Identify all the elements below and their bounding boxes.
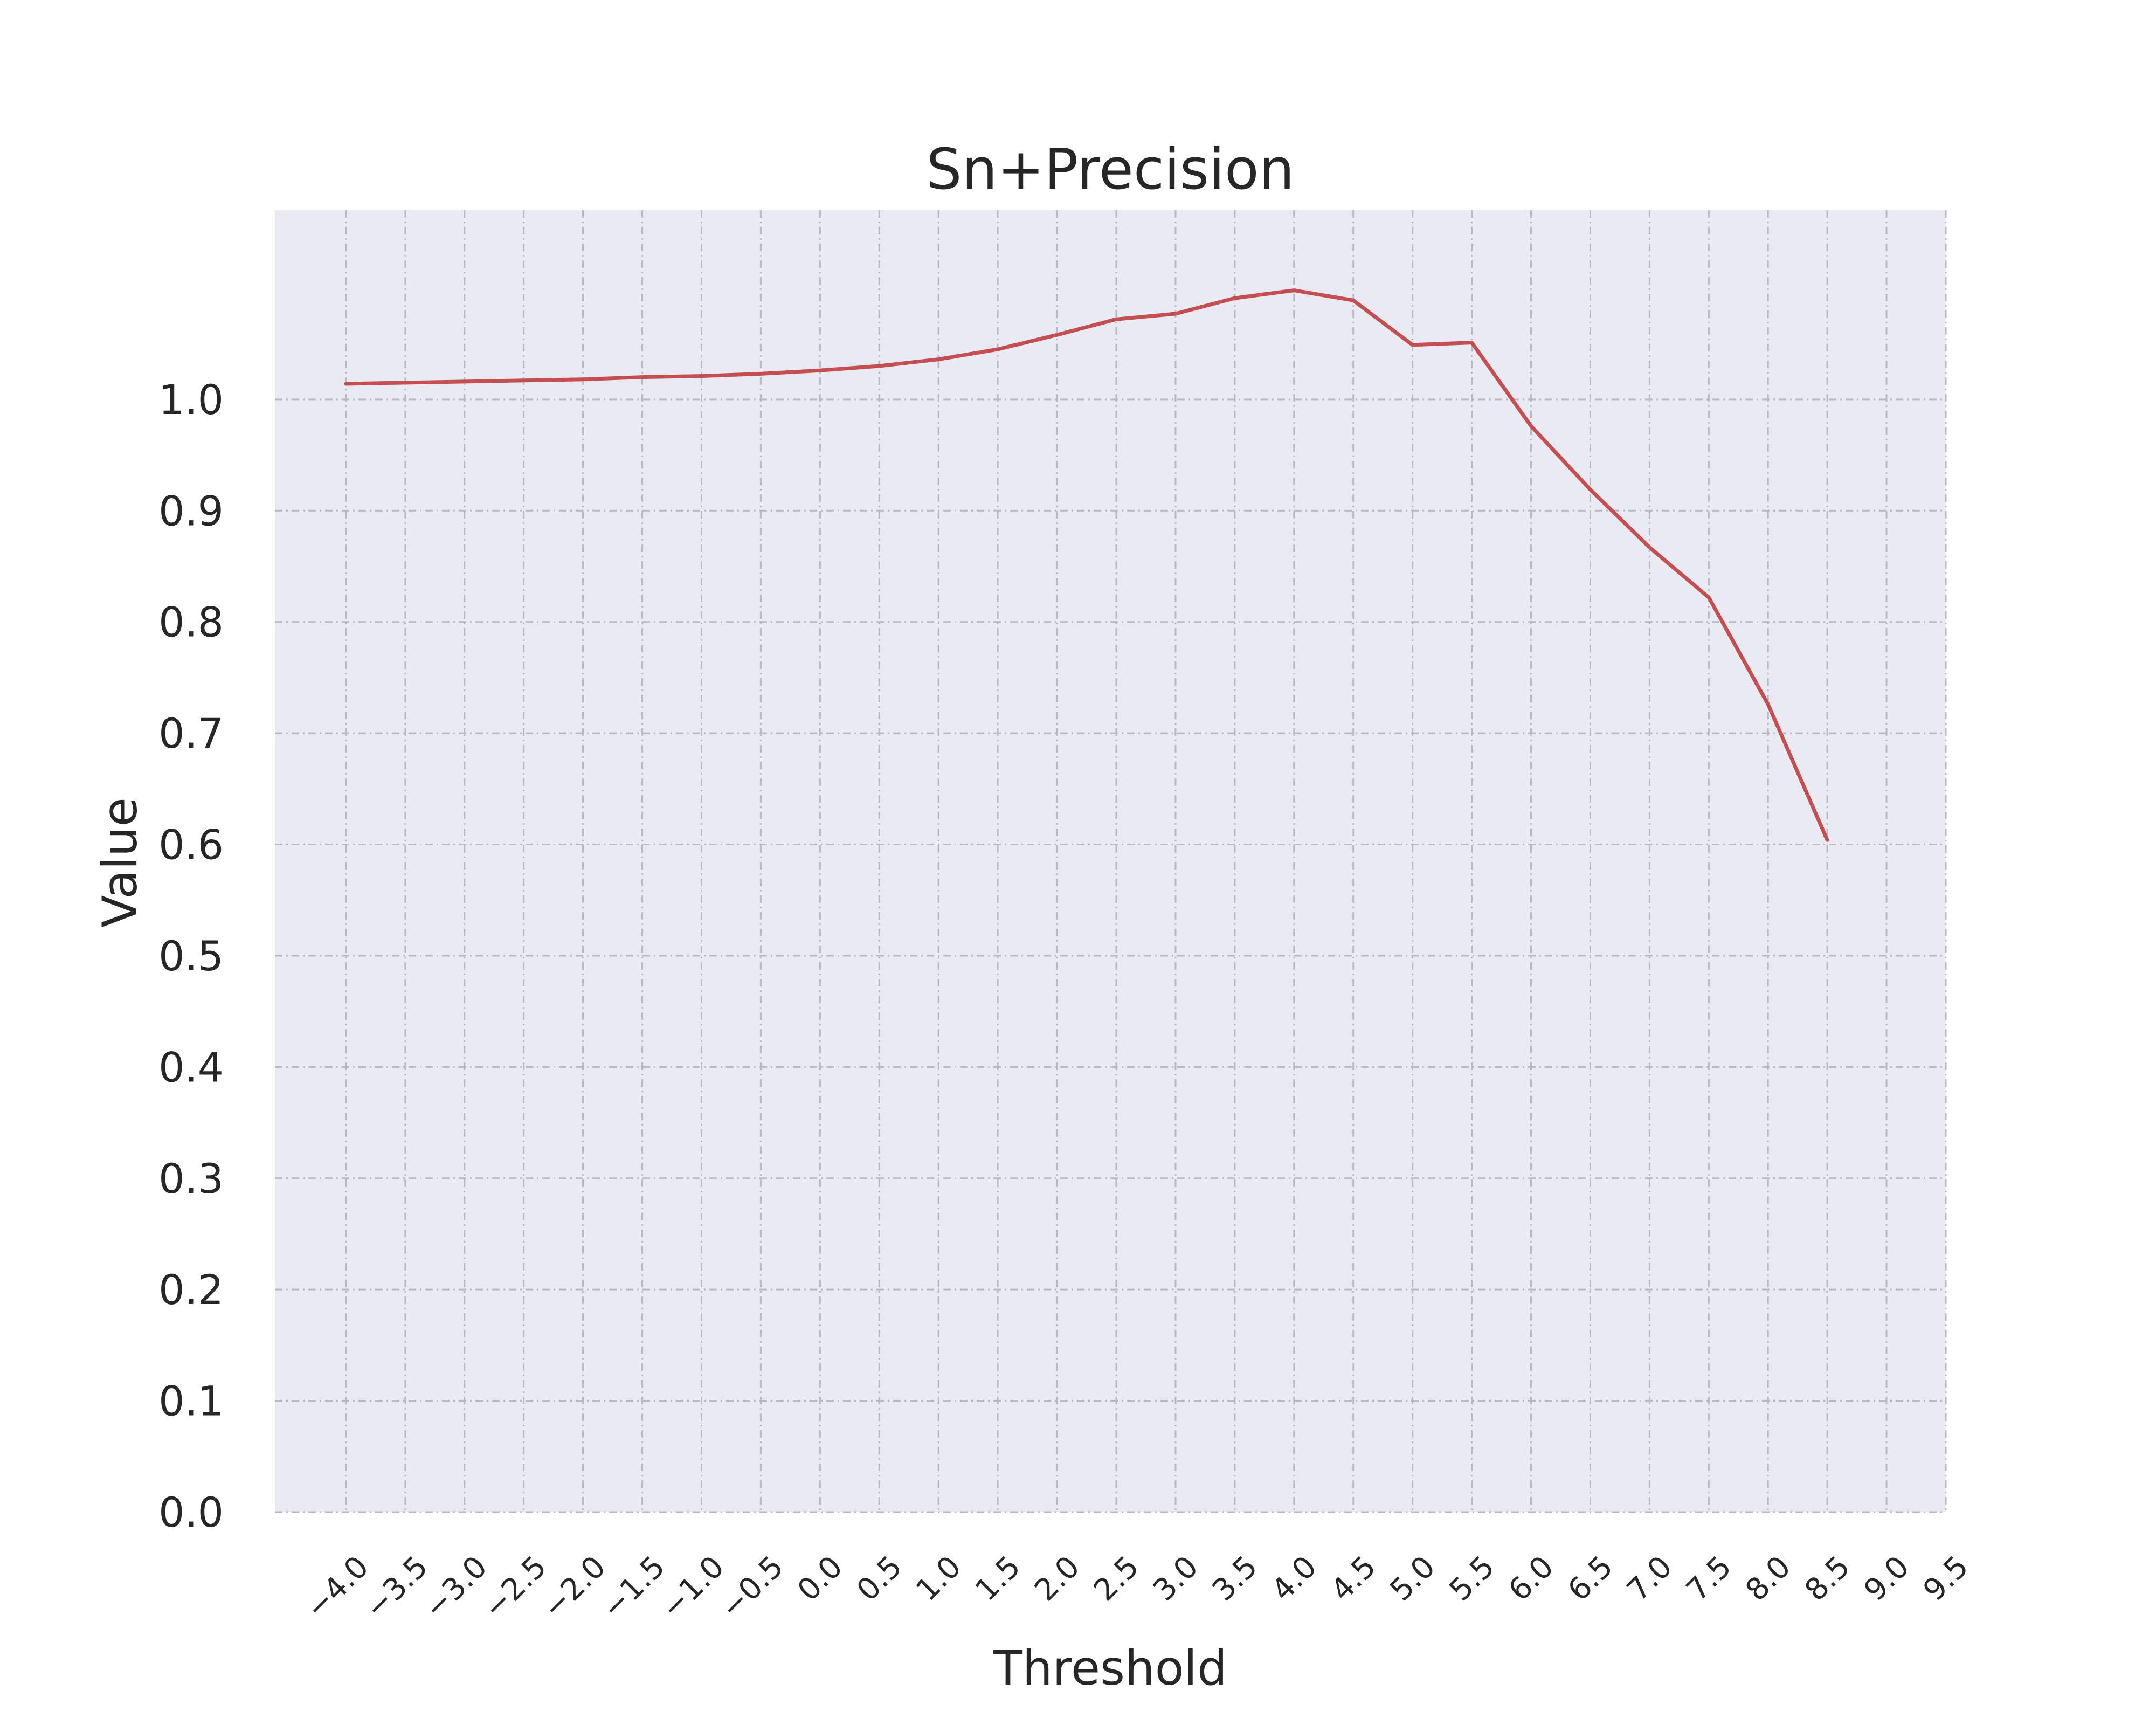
x-tick-label: 2.5 [1087, 1549, 1146, 1608]
y-grid-lines [275, 398, 1946, 1513]
x-tick-label: 8.5 [1798, 1549, 1857, 1608]
x-tick-label: −1.5 [595, 1549, 672, 1626]
x-tick-label: 5.0 [1384, 1549, 1442, 1608]
x-tick-label: 3.5 [1206, 1549, 1264, 1608]
y-axis-label: Value [92, 797, 148, 928]
y-tick-label: 0.0 [158, 1488, 224, 1536]
x-tick-label: −1.0 [654, 1549, 731, 1626]
x-tick-label: −3.5 [358, 1549, 435, 1626]
y-tick-label: 0.3 [158, 1155, 224, 1203]
chart-title: Sn+Precision [926, 136, 1294, 202]
y-tick-label: 0.8 [158, 598, 224, 646]
plot-background [275, 210, 1946, 1512]
y-tick-label: 0.7 [158, 709, 224, 757]
x-tick-label: 3.0 [1146, 1549, 1205, 1608]
x-tick-label: 9.0 [1857, 1549, 1916, 1608]
x-tick-labels: −4.0−3.5−3.0−2.5−2.0−1.5−1.0−0.5 0.0 0.5 1.… [299, 1549, 1975, 1626]
x-tick-label: −3.0 [418, 1549, 494, 1626]
series-group [344, 288, 1829, 842]
x-tick-label: −2.5 [476, 1549, 553, 1626]
x-tick-label: 0.5 [850, 1549, 909, 1608]
y-tick-label: 0.2 [158, 1266, 224, 1314]
x-tick-label: 6.0 [1502, 1549, 1560, 1608]
x-tick-label: −2.0 [536, 1549, 612, 1626]
x-axis-label: Threshold [993, 1640, 1227, 1696]
y-tick-label: 0.9 [158, 487, 224, 535]
y-tick-label: 0.4 [158, 1043, 224, 1091]
x-tick-label: 5.5 [1443, 1549, 1502, 1608]
x-tick-label: 1.5 [969, 1549, 1027, 1608]
x-tick-label: 8.0 [1739, 1549, 1798, 1608]
x-tick-label: 2.0 [1028, 1549, 1087, 1608]
x-tick-label: 1.0 [909, 1549, 968, 1608]
y-tick-labels: 0.0 0.1 0.2 0.3 0.4 0.5 0.6 0.7 0.8 0.9 1.0 [158, 376, 224, 1536]
x-tick-label: 7.5 [1680, 1549, 1738, 1608]
x-tick-label: 4.5 [1324, 1549, 1383, 1608]
x-tick-label: 9.5 [1917, 1549, 1975, 1608]
x-tick-label: 7.0 [1620, 1549, 1679, 1608]
y-tick-label: 0.5 [158, 932, 224, 980]
y-tick-label: 0.1 [158, 1377, 224, 1425]
y-tick-label: 0.6 [158, 821, 224, 869]
x-tick-label: 0.0 [791, 1549, 849, 1608]
x-tick-label: 6.5 [1561, 1549, 1620, 1608]
x-tick-label: −4.0 [299, 1549, 376, 1626]
y-tick-label: 1.0 [158, 376, 224, 424]
x-tick-label: −0.5 [714, 1549, 790, 1626]
series-line [344, 288, 1829, 842]
x-tick-label: 4.0 [1265, 1549, 1324, 1608]
